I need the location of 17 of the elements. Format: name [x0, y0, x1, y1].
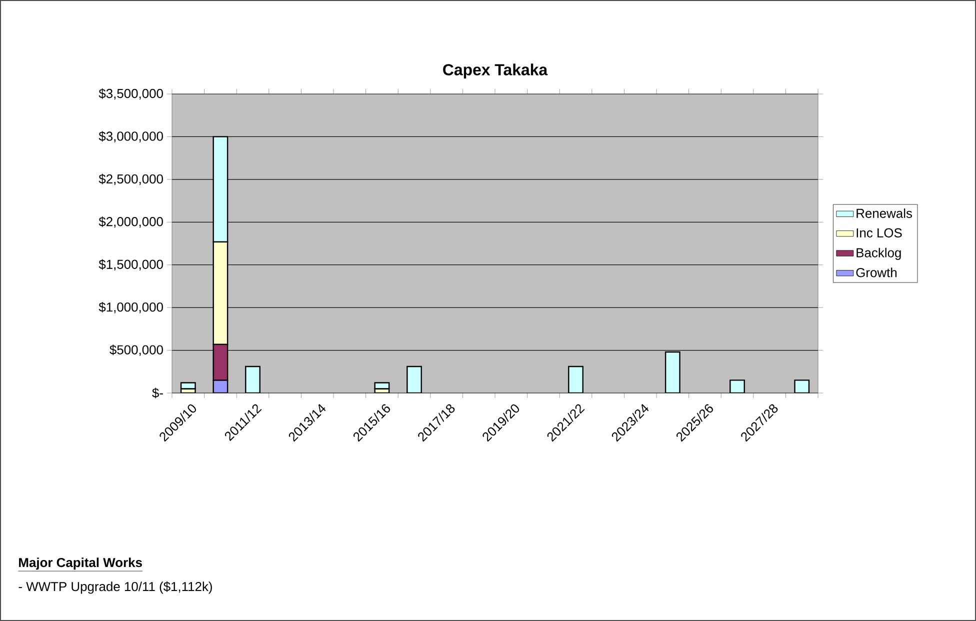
y-tick-label: $2,500,000: [98, 174, 163, 186]
y-tick-label: $1,000,000: [98, 302, 163, 314]
y-tick-label: $-: [152, 388, 163, 398]
legend-label: Renewals: [856, 208, 912, 218]
bar: [374, 382, 390, 390]
y-tick-label: $1,500,000: [98, 259, 163, 270]
bar: [180, 382, 196, 390]
text: - WWTP Upgrade 10/11 ($1,112k): [18, 581, 212, 594]
legend-label: Inc LOS: [856, 228, 902, 238]
y-tick-label: $2,000,000: [98, 216, 163, 228]
chart-title: Capex Takaka: [443, 64, 548, 79]
y-tick-label: $3,000,000: [98, 131, 163, 142]
y-tick-label: $500,000: [110, 344, 163, 356]
y-tick-label: $3,500,000: [98, 88, 163, 100]
legend-label: Backlog: [856, 248, 901, 260]
legend-label: Growth: [856, 268, 897, 278]
text: Major Capital Works: [19, 558, 142, 570]
